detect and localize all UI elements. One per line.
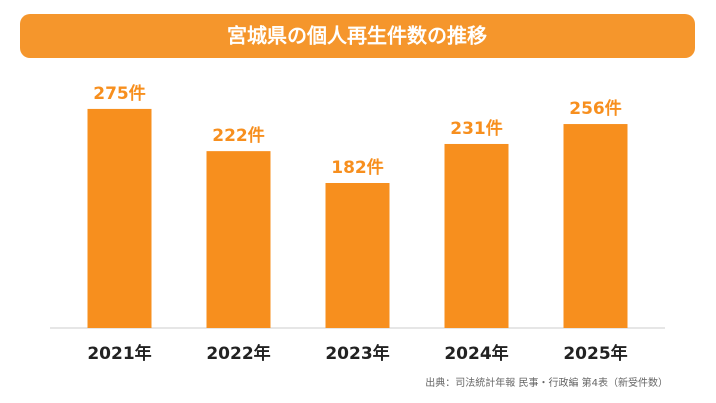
bar	[444, 143, 509, 328]
x-tick-label: 2023年	[325, 343, 389, 364]
bar	[325, 183, 390, 328]
value-label: 256件	[569, 98, 622, 119]
value-label: 231件	[450, 118, 503, 139]
value-label: 275件	[93, 83, 146, 104]
x-tick-label: 2021年	[87, 343, 151, 364]
value-label: 182件	[331, 157, 384, 178]
bar	[563, 124, 628, 328]
bar	[206, 151, 271, 328]
value-label: 222件	[212, 125, 265, 146]
chart-title: 宮城県の個人再生件数の推移	[227, 24, 487, 48]
title-banner	[20, 14, 695, 58]
x-tick-label: 2024年	[444, 343, 508, 364]
source-note: 出典：司法統計年報 民事・行政編 第4表（新受件数）	[425, 376, 668, 389]
x-tick-label: 2025年	[563, 343, 627, 364]
bar	[87, 108, 152, 329]
x-tick-label: 2022年	[206, 343, 270, 364]
